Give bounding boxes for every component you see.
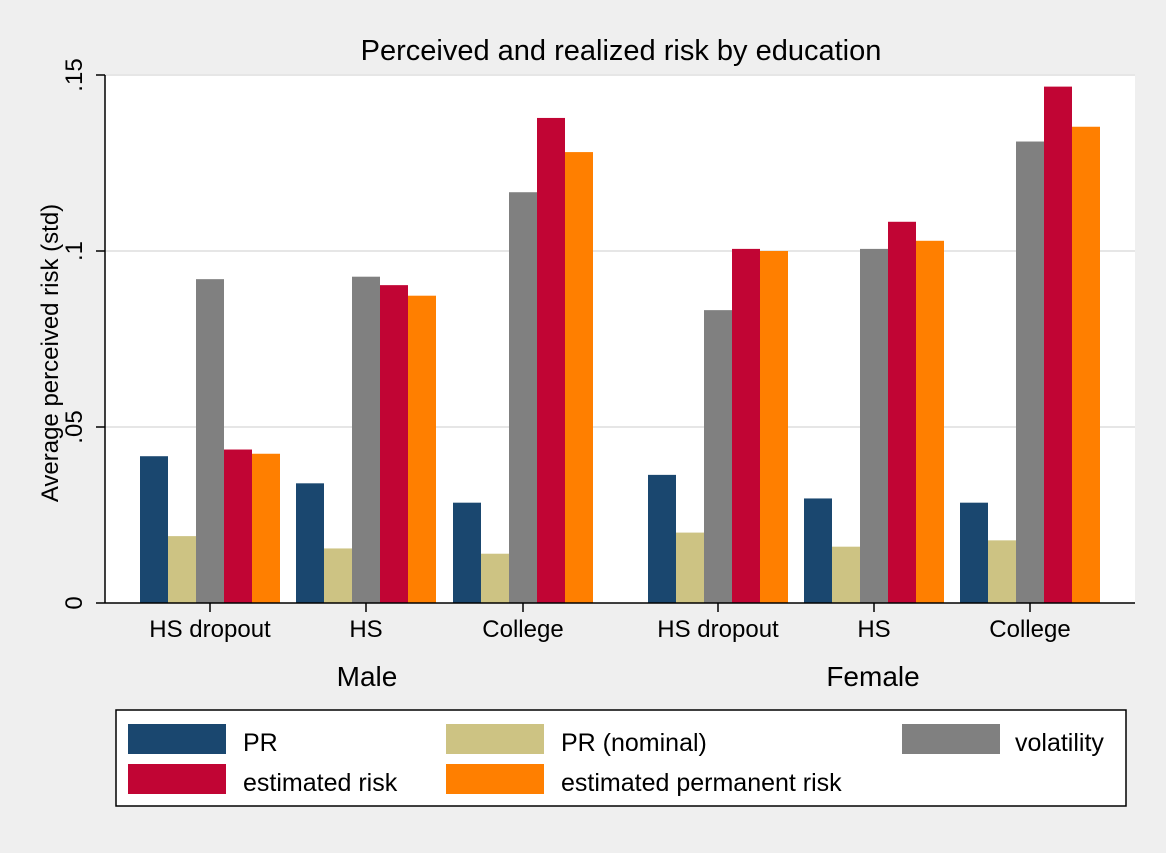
bar-female-hs-dropout-estimated-permanent-risk <box>760 251 788 603</box>
bar-female-hs-dropout-estimated-risk <box>732 248 760 603</box>
bar-male-hs-dropout-volatility <box>196 279 224 603</box>
bar-female-hs-dropout-volatility <box>704 310 732 603</box>
x-category-label: HS <box>857 616 890 643</box>
gridlines <box>105 74 1135 428</box>
chart-title: Perceived and realized risk by education <box>361 35 882 67</box>
x-category-label: HS <box>349 616 382 643</box>
y-tick-label: .05 <box>61 410 88 443</box>
legend-label-estimated-permanent-risk: estimated permanent risk <box>561 769 842 797</box>
legend-swatch-estimated-risk <box>128 764 226 794</box>
bar-female-hs-estimated-permanent-risk <box>916 240 944 604</box>
x-category-label: College <box>482 616 563 643</box>
bar-male-college-estimated-permanent-risk <box>565 152 593 603</box>
bar-male-hs-dropout-pr <box>140 456 168 603</box>
bar-female-hs-pr <box>804 498 832 603</box>
legend-label-volatility: volatility <box>1015 729 1104 757</box>
bar-male-college-pr-nominal <box>481 553 509 603</box>
bar-male-hs-dropout-estimated-permanent-risk <box>252 453 280 603</box>
bar-female-hs-estimated-risk <box>888 221 916 603</box>
x-category-label: College <box>989 616 1070 643</box>
bar-female-hs-volatility <box>860 248 888 603</box>
axes: 0 .05 .1 .15 <box>61 58 1135 612</box>
bar-male-hs-estimated-permanent-risk <box>408 295 436 603</box>
y-tick-label: .15 <box>61 58 88 91</box>
bar-male-hs-pr <box>296 483 324 603</box>
bar-female-hs-pr-nominal <box>832 546 860 603</box>
x-group-label: Female <box>826 661 919 692</box>
x-category-label: HS dropout <box>657 616 779 643</box>
y-axis-label: Average perceived risk (std) <box>37 204 64 502</box>
legend-swatch-volatility <box>902 724 1000 754</box>
y-tick-label: 0 <box>61 596 88 609</box>
bar-female-hs-dropout-pr <box>648 474 676 603</box>
bar-female-college-pr-nominal <box>988 540 1016 603</box>
bar-male-hs-dropout-pr-nominal <box>168 536 196 603</box>
bar-male-hs-volatility <box>352 276 380 603</box>
legend-swatch-estimated-permanent-risk <box>446 764 544 794</box>
legend-label-pr: PR <box>243 729 278 757</box>
legend-swatch-pr <box>128 724 226 754</box>
bar-male-hs-pr-nominal <box>324 548 352 603</box>
x-category-label: HS dropout <box>149 616 271 643</box>
x-group-label: Male <box>337 661 398 692</box>
legend-label-pr-nominal: PR (nominal) <box>561 729 707 757</box>
bar-male-hs-estimated-risk <box>380 285 408 603</box>
bar-female-hs-dropout-pr-nominal <box>676 532 704 603</box>
bar-male-college-volatility <box>509 192 537 603</box>
bar-male-hs-dropout-estimated-risk <box>224 449 252 603</box>
bar-female-college-estimated-permanent-risk <box>1072 126 1100 603</box>
bar-female-college-pr <box>960 502 988 603</box>
bar-female-college-estimated-risk <box>1044 86 1072 604</box>
bar-male-college-estimated-risk <box>537 117 565 603</box>
y-tick-label: .1 <box>61 241 88 261</box>
bar-male-college-pr <box>453 502 481 603</box>
bars <box>140 86 1100 604</box>
legend-swatch-pr-nominal <box>446 724 544 754</box>
legend-label-estimated-risk: estimated risk <box>243 769 398 797</box>
x-axis-labels: HS dropout HS College Male HS dropout HS Colle… <box>149 616 1070 692</box>
legend-box <box>115 709 1127 807</box>
legend: PR PR (nominal) volatility estimated risk es… <box>115 709 1127 807</box>
bar-female-college-volatility <box>1016 141 1044 603</box>
